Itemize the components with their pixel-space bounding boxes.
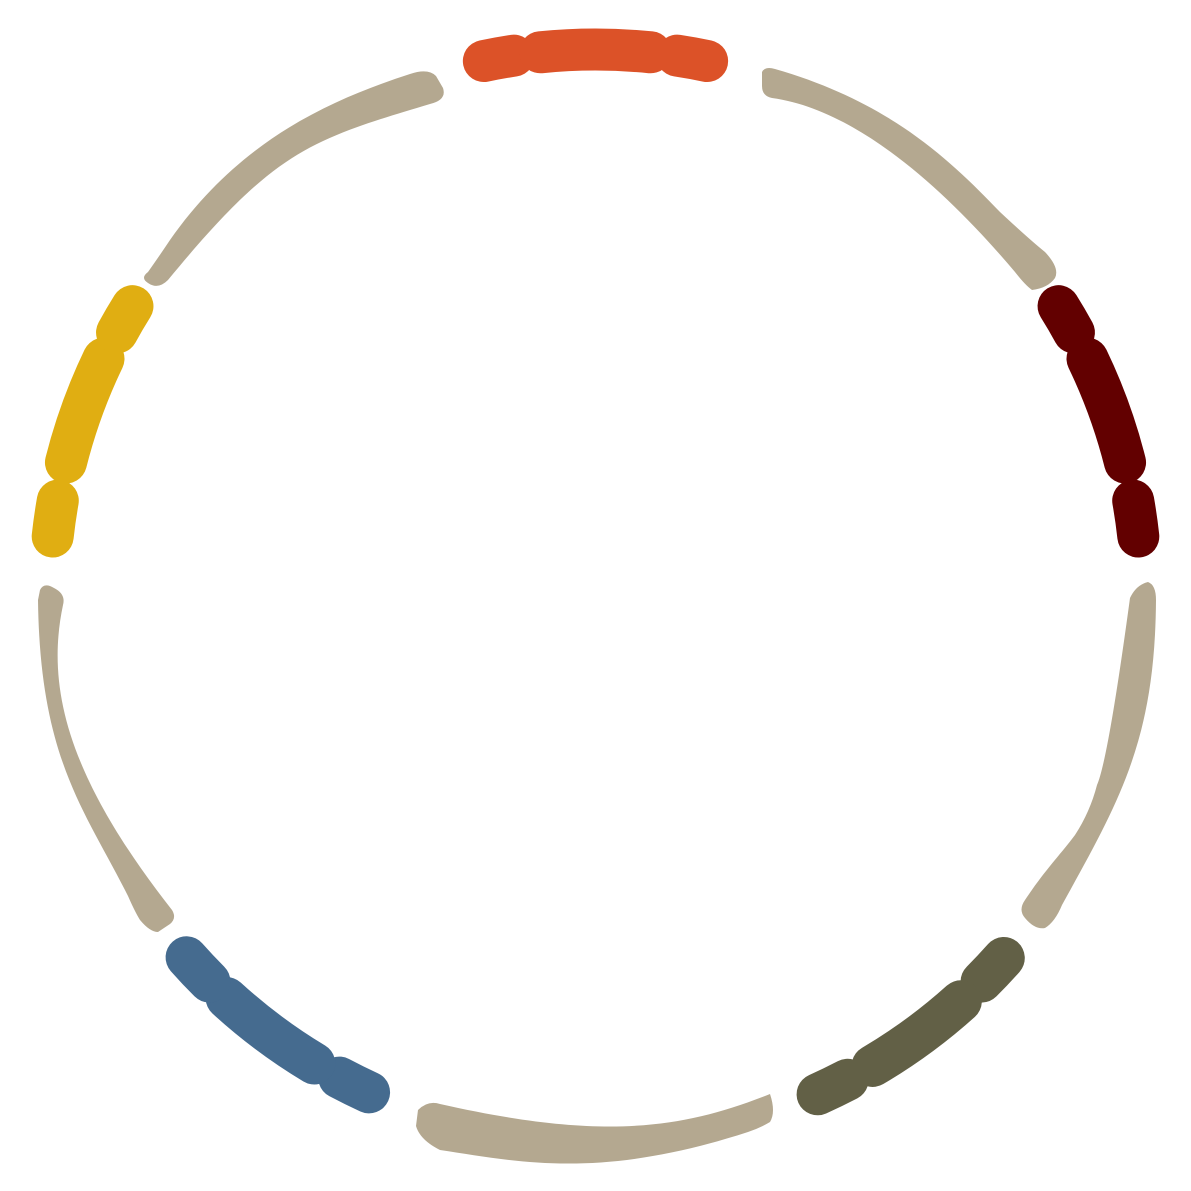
segment-left-1 [31,479,79,558]
segment-right-1 [1037,285,1095,354]
segment-top-2 [519,28,672,74]
segment-right-2 [1066,337,1147,484]
connector-bottom [416,1094,773,1164]
segment-group-lower-right [796,937,1025,1116]
segment-lower-right-3 [796,1058,869,1116]
segment-group-right [1037,285,1160,558]
connector-right [1021,582,1156,929]
segment-group-left [31,285,154,558]
segment-left-3 [96,285,154,354]
segment-lower-left-2 [205,977,336,1085]
segment-top-1 [462,34,535,83]
segment-layer [31,28,1160,1116]
segment-lower-left-3 [165,936,231,1003]
segment-group-lower-left [165,936,391,1114]
connector-layer [38,68,1156,1164]
connector-top-right [762,68,1057,290]
connector-top-left [144,71,444,286]
connector-left [38,585,175,932]
segment-left-2 [44,337,125,484]
segment-lower-left-1 [318,1056,391,1114]
segment-lower-right-2 [851,980,982,1087]
segment-lower-right-1 [960,937,1025,1003]
segment-right-3 [1112,479,1160,558]
segment-group-top [462,28,729,83]
segment-top-3 [656,34,729,83]
